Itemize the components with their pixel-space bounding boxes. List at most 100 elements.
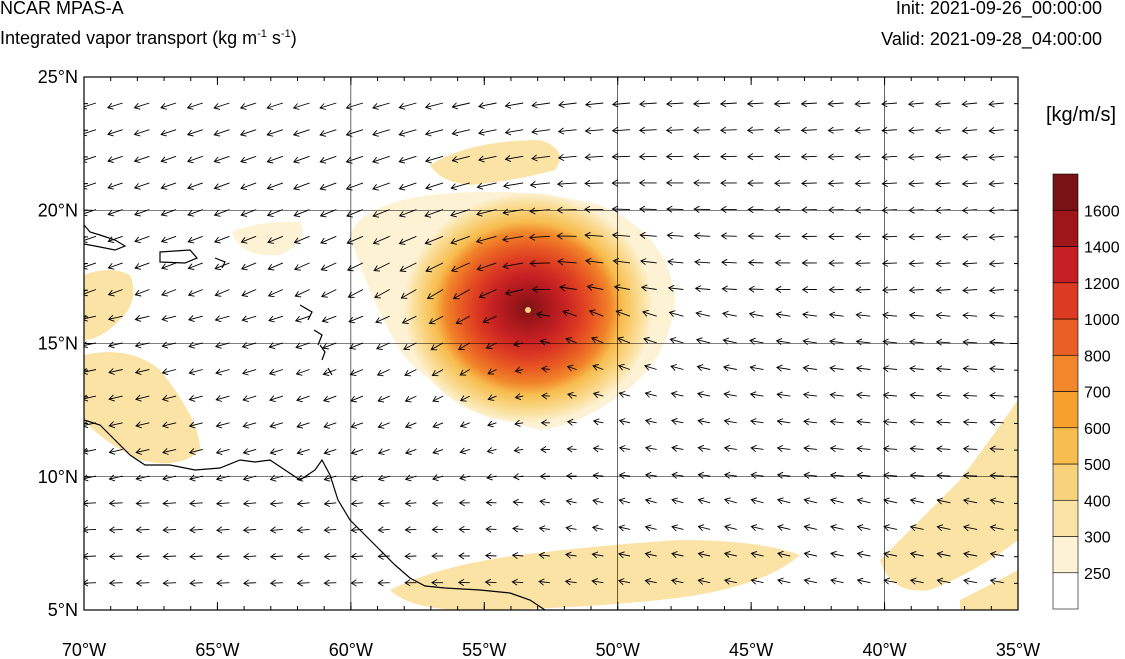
wind-vector xyxy=(160,102,177,110)
wind-vector xyxy=(719,100,737,108)
wind-vector xyxy=(458,342,471,351)
wind-vector xyxy=(240,182,257,191)
wind-vector xyxy=(108,421,123,429)
wind-vector xyxy=(882,311,898,319)
wind-vector xyxy=(801,206,817,214)
wind-vector xyxy=(187,262,203,271)
wind-vector xyxy=(584,205,604,213)
wind-vector xyxy=(242,395,257,403)
wind-vector xyxy=(267,235,284,244)
wind-vector xyxy=(512,473,524,481)
wind-vector xyxy=(294,289,310,298)
wind-vector xyxy=(296,553,310,560)
wind-vector xyxy=(989,497,1004,505)
wind-vector xyxy=(425,182,444,191)
ivt-shading-north-patch xyxy=(430,140,560,185)
storm-eye xyxy=(525,307,531,313)
wind-vector xyxy=(644,417,657,425)
field-title-sup1: -1 xyxy=(257,28,267,40)
lon-tick-label: 60°W xyxy=(329,640,373,659)
wind-vector xyxy=(671,497,684,505)
wind-vector xyxy=(350,448,364,456)
wind-vector xyxy=(828,311,844,319)
wind-vector xyxy=(431,369,444,377)
wind-vector xyxy=(666,205,684,213)
axis-ticks xyxy=(83,76,1019,611)
wind-vector xyxy=(720,153,737,161)
wind-vector xyxy=(566,418,577,426)
wind-vector xyxy=(774,206,791,214)
wind-vector xyxy=(667,284,684,292)
wind-vector xyxy=(372,182,390,191)
wind-vector xyxy=(133,182,150,190)
wind-vector xyxy=(908,126,924,134)
wind-vector xyxy=(350,395,364,403)
wind-vector xyxy=(618,471,631,479)
wind-vector xyxy=(591,524,604,532)
wind-vector xyxy=(161,289,177,297)
wind-vector xyxy=(188,394,203,402)
wind-vector xyxy=(487,394,497,401)
wind-vector xyxy=(639,258,657,266)
wind-vector xyxy=(398,235,417,245)
wind-vector xyxy=(697,497,711,505)
wind-vector xyxy=(432,448,444,455)
wind-vector xyxy=(242,421,257,429)
wind-vector xyxy=(881,180,898,188)
wind-vector xyxy=(323,579,337,587)
wind-vector xyxy=(214,289,230,297)
wind-vector xyxy=(476,182,497,190)
wind-vector xyxy=(855,311,871,319)
wind-vector xyxy=(84,129,97,137)
colorbar-level-label: 300 xyxy=(1084,530,1111,547)
wind-vector xyxy=(611,179,631,187)
wind-vector xyxy=(377,499,390,507)
wind-vector xyxy=(213,155,230,164)
wind-vector xyxy=(988,180,1004,188)
wind-vector xyxy=(161,394,177,402)
wind-vector xyxy=(269,448,284,456)
wind-vector xyxy=(187,182,203,190)
wind-vector xyxy=(936,445,951,453)
coastline-island-1 xyxy=(159,249,199,264)
wind-vector xyxy=(775,285,791,293)
wind-vector xyxy=(478,289,497,299)
wind-vector xyxy=(616,336,631,344)
wind-vector xyxy=(883,550,898,558)
wind-vector xyxy=(830,550,844,558)
wind-vector xyxy=(187,315,203,323)
wind-vector xyxy=(215,395,230,402)
wind-vector xyxy=(827,126,844,134)
wind-vector xyxy=(162,474,177,482)
wind-vector xyxy=(724,524,737,532)
wind-vector xyxy=(504,155,524,163)
wind-vector xyxy=(697,417,711,425)
wind-vector xyxy=(829,497,844,505)
wind-vector xyxy=(773,100,791,108)
wind-vector xyxy=(989,365,1004,373)
wind-vector xyxy=(485,525,497,533)
wind-vector xyxy=(615,309,631,317)
wind-vector xyxy=(133,102,150,110)
wind-vector xyxy=(800,179,817,187)
lon-tick-label: 55°W xyxy=(462,640,506,659)
wind-vector xyxy=(135,526,150,534)
wind-vector xyxy=(908,311,924,319)
wind-vector xyxy=(486,447,497,454)
wind-vector xyxy=(213,209,230,217)
wind-vector xyxy=(774,259,791,267)
colorbar-level-label: 250 xyxy=(1084,566,1111,583)
wind-vector xyxy=(720,205,737,213)
wind-vector xyxy=(459,395,470,402)
wind-vector xyxy=(720,232,737,240)
wind-vector xyxy=(722,337,737,345)
wind-vector xyxy=(135,552,150,560)
wind-vector xyxy=(403,342,417,351)
ivt-shading xyxy=(84,140,1018,610)
wind-vector xyxy=(269,526,283,534)
wind-vector xyxy=(558,101,577,109)
wind-vector xyxy=(84,182,97,190)
wind-vector xyxy=(669,337,684,344)
wind-vector xyxy=(989,524,1004,532)
wind-vector xyxy=(801,286,817,294)
